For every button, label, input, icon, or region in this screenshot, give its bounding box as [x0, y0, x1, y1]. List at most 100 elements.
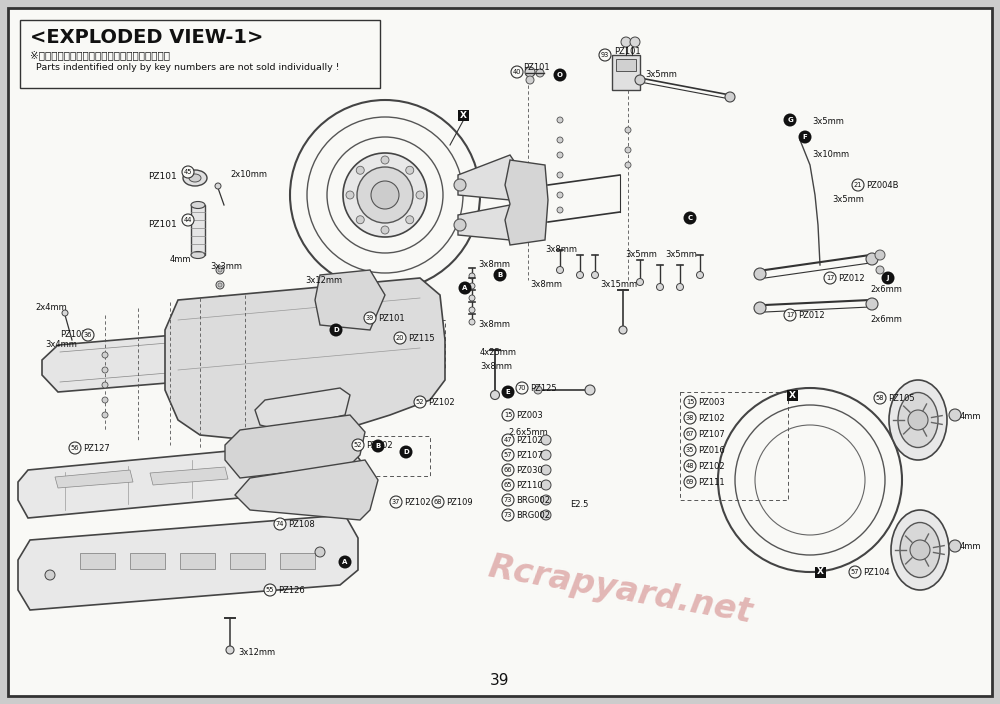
- Circle shape: [557, 117, 563, 123]
- Circle shape: [102, 382, 108, 388]
- Circle shape: [557, 192, 563, 198]
- Text: PZ115: PZ115: [408, 334, 435, 343]
- Circle shape: [216, 266, 224, 274]
- Circle shape: [216, 296, 224, 304]
- Text: PZ102: PZ102: [516, 436, 543, 445]
- Bar: [458, 110, 468, 120]
- Ellipse shape: [183, 170, 207, 186]
- Circle shape: [454, 219, 466, 231]
- Text: 73: 73: [504, 512, 512, 518]
- Circle shape: [346, 191, 354, 199]
- Circle shape: [630, 37, 640, 47]
- Circle shape: [469, 307, 475, 313]
- Circle shape: [684, 444, 696, 456]
- Polygon shape: [42, 320, 370, 392]
- Circle shape: [102, 412, 108, 418]
- Text: 74: 74: [276, 521, 284, 527]
- Text: A: A: [342, 559, 348, 565]
- Circle shape: [502, 409, 514, 421]
- Text: 3x5mm: 3x5mm: [665, 250, 697, 259]
- Text: 2x10mm: 2x10mm: [230, 170, 267, 179]
- Circle shape: [406, 166, 414, 175]
- Circle shape: [875, 250, 885, 260]
- Circle shape: [338, 555, 352, 569]
- Circle shape: [390, 496, 402, 508]
- Text: PZ101: PZ101: [148, 172, 177, 181]
- Bar: [380, 320, 445, 368]
- Text: 48: 48: [686, 463, 694, 469]
- Circle shape: [469, 283, 475, 289]
- Text: B: B: [375, 443, 381, 449]
- Text: 52: 52: [416, 399, 424, 405]
- Ellipse shape: [898, 393, 938, 448]
- Circle shape: [949, 409, 961, 421]
- Text: Rcrapyard.net: Rcrapyard.net: [485, 551, 755, 629]
- Text: PZ101: PZ101: [523, 63, 550, 72]
- Text: 3x8mm: 3x8mm: [478, 260, 510, 269]
- Circle shape: [619, 326, 627, 334]
- Text: PZ109: PZ109: [446, 498, 473, 507]
- Ellipse shape: [191, 201, 205, 208]
- Circle shape: [469, 273, 475, 279]
- Text: <EXPLODED VIEW-1>: <EXPLODED VIEW-1>: [30, 28, 263, 47]
- Circle shape: [625, 162, 631, 168]
- Text: PZ127: PZ127: [83, 444, 110, 453]
- Circle shape: [696, 272, 704, 279]
- Text: PZ110: PZ110: [516, 481, 543, 490]
- Text: 36: 36: [84, 332, 92, 338]
- Circle shape: [502, 464, 514, 476]
- Circle shape: [347, 308, 352, 313]
- Circle shape: [541, 510, 551, 520]
- Text: PZ101: PZ101: [614, 47, 641, 56]
- Text: D: D: [403, 449, 409, 455]
- Circle shape: [520, 217, 532, 229]
- Bar: [191, 205, 205, 255]
- Bar: [350, 436, 430, 476]
- Circle shape: [557, 172, 563, 178]
- Circle shape: [381, 156, 389, 164]
- Circle shape: [511, 66, 523, 78]
- Text: 3x5mm: 3x5mm: [625, 250, 657, 259]
- Circle shape: [541, 465, 551, 475]
- Text: 4mm: 4mm: [960, 412, 982, 421]
- Circle shape: [502, 494, 514, 506]
- Circle shape: [798, 130, 812, 144]
- Polygon shape: [18, 515, 358, 610]
- Circle shape: [599, 49, 611, 61]
- Circle shape: [218, 268, 222, 272]
- Circle shape: [524, 198, 532, 206]
- Circle shape: [541, 495, 551, 505]
- Bar: [280, 553, 315, 569]
- Text: PZ012: PZ012: [798, 311, 825, 320]
- Circle shape: [469, 319, 475, 325]
- Text: 17: 17: [826, 275, 834, 281]
- Circle shape: [494, 268, 507, 282]
- Polygon shape: [225, 415, 365, 478]
- Text: PZ107: PZ107: [698, 430, 725, 439]
- Circle shape: [432, 496, 444, 508]
- Text: 39: 39: [490, 673, 510, 688]
- Text: 3x8mm: 3x8mm: [480, 362, 512, 371]
- Text: 57: 57: [504, 452, 512, 458]
- Text: PZ030: PZ030: [516, 466, 543, 475]
- Circle shape: [908, 410, 928, 430]
- Circle shape: [554, 68, 566, 82]
- Circle shape: [585, 385, 595, 395]
- Circle shape: [684, 476, 696, 488]
- Text: PZ016: PZ016: [698, 446, 725, 455]
- Ellipse shape: [891, 510, 949, 590]
- Circle shape: [592, 272, 598, 279]
- Text: G: G: [787, 117, 793, 123]
- Text: PZ102: PZ102: [698, 462, 725, 471]
- Bar: [786, 389, 798, 401]
- Circle shape: [250, 449, 260, 459]
- Circle shape: [876, 266, 884, 274]
- Circle shape: [684, 428, 696, 440]
- Circle shape: [866, 298, 878, 310]
- Text: X: X: [460, 111, 466, 120]
- Text: 4x25mm: 4x25mm: [480, 348, 517, 357]
- Circle shape: [525, 67, 535, 77]
- Text: 2.6x5mm: 2.6x5mm: [508, 428, 548, 437]
- Bar: [814, 567, 826, 577]
- Circle shape: [536, 69, 544, 77]
